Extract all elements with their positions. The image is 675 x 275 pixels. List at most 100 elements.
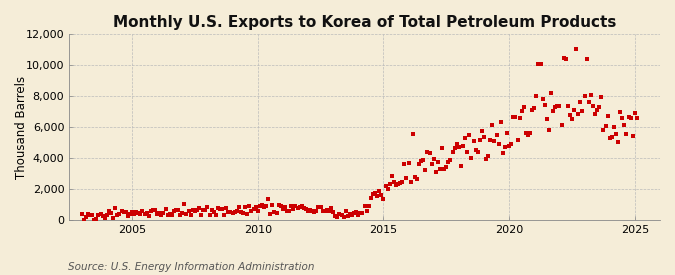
Point [99, 215, 110, 220]
Point [458, 144, 468, 148]
Point [196, 213, 207, 217]
Point [150, 208, 161, 212]
Point [162, 212, 173, 217]
Point [439, 166, 450, 171]
Point [380, 184, 391, 188]
Point [230, 210, 240, 214]
Point [617, 116, 628, 120]
Point [541, 117, 552, 121]
Point [171, 208, 182, 213]
Point [185, 212, 196, 217]
Point [325, 206, 336, 210]
Point [344, 212, 355, 216]
Point [223, 210, 234, 214]
Point [611, 132, 622, 136]
Point [510, 115, 521, 120]
Point [304, 208, 315, 212]
Point [412, 176, 423, 181]
Point [116, 209, 127, 214]
Point [441, 164, 452, 169]
Point [594, 105, 605, 109]
Point [97, 214, 108, 218]
Point [606, 135, 617, 140]
Point [435, 167, 446, 172]
Point [82, 211, 93, 216]
Point [219, 213, 230, 218]
Point [571, 47, 582, 52]
Point [454, 145, 464, 149]
Point [450, 146, 460, 150]
Point [265, 211, 275, 216]
Point [552, 103, 563, 108]
Point [508, 115, 518, 119]
Point [110, 206, 121, 210]
Point [437, 145, 448, 150]
Point [585, 92, 596, 97]
Point [564, 113, 575, 117]
Point [275, 204, 286, 209]
Point [384, 182, 395, 186]
Point [346, 213, 357, 217]
Text: Source: U.S. Energy Information Administration: Source: U.S. Energy Information Administ… [68, 262, 314, 272]
Point [452, 142, 462, 146]
Point [543, 127, 554, 132]
Point [575, 100, 586, 105]
Point [592, 108, 603, 112]
Point [414, 162, 425, 167]
Point [613, 140, 624, 145]
Point [533, 62, 544, 67]
Point [512, 138, 523, 142]
Point [284, 209, 294, 213]
Point [340, 209, 351, 213]
Point [103, 209, 114, 213]
Point [524, 131, 535, 135]
Point [106, 210, 117, 215]
Point [217, 207, 227, 211]
Point [93, 213, 104, 217]
Point [317, 208, 328, 213]
Point [112, 212, 123, 217]
Point [429, 157, 439, 161]
Point [604, 136, 615, 141]
Point [470, 147, 481, 152]
Point [487, 123, 497, 127]
Point [529, 106, 540, 110]
Point [263, 197, 273, 201]
Point [122, 214, 133, 219]
Point [477, 129, 487, 133]
Point [481, 156, 491, 161]
Point [598, 128, 609, 133]
Point [309, 210, 320, 214]
Point [173, 207, 184, 212]
Point [600, 124, 611, 129]
Point [204, 213, 215, 217]
Point [177, 211, 188, 216]
Point [443, 160, 454, 165]
Point [135, 211, 146, 216]
Point [466, 156, 477, 160]
Point [338, 215, 349, 219]
Point [342, 213, 353, 218]
Point [288, 207, 299, 212]
Point [590, 112, 601, 116]
Point [232, 208, 242, 213]
Point [84, 213, 95, 218]
Point [330, 213, 341, 218]
Point [462, 150, 472, 154]
Point [95, 211, 106, 216]
Point [518, 105, 529, 110]
Point [433, 160, 443, 164]
Point [271, 211, 282, 215]
Point [76, 212, 87, 216]
Point [577, 109, 588, 113]
Point [188, 208, 198, 213]
Point [190, 208, 200, 213]
Point [261, 204, 271, 208]
Point [495, 120, 506, 124]
Point [537, 97, 548, 101]
Point [514, 116, 525, 121]
Point [200, 208, 211, 212]
Point [420, 167, 431, 172]
Point [167, 213, 178, 217]
Point [351, 210, 362, 214]
